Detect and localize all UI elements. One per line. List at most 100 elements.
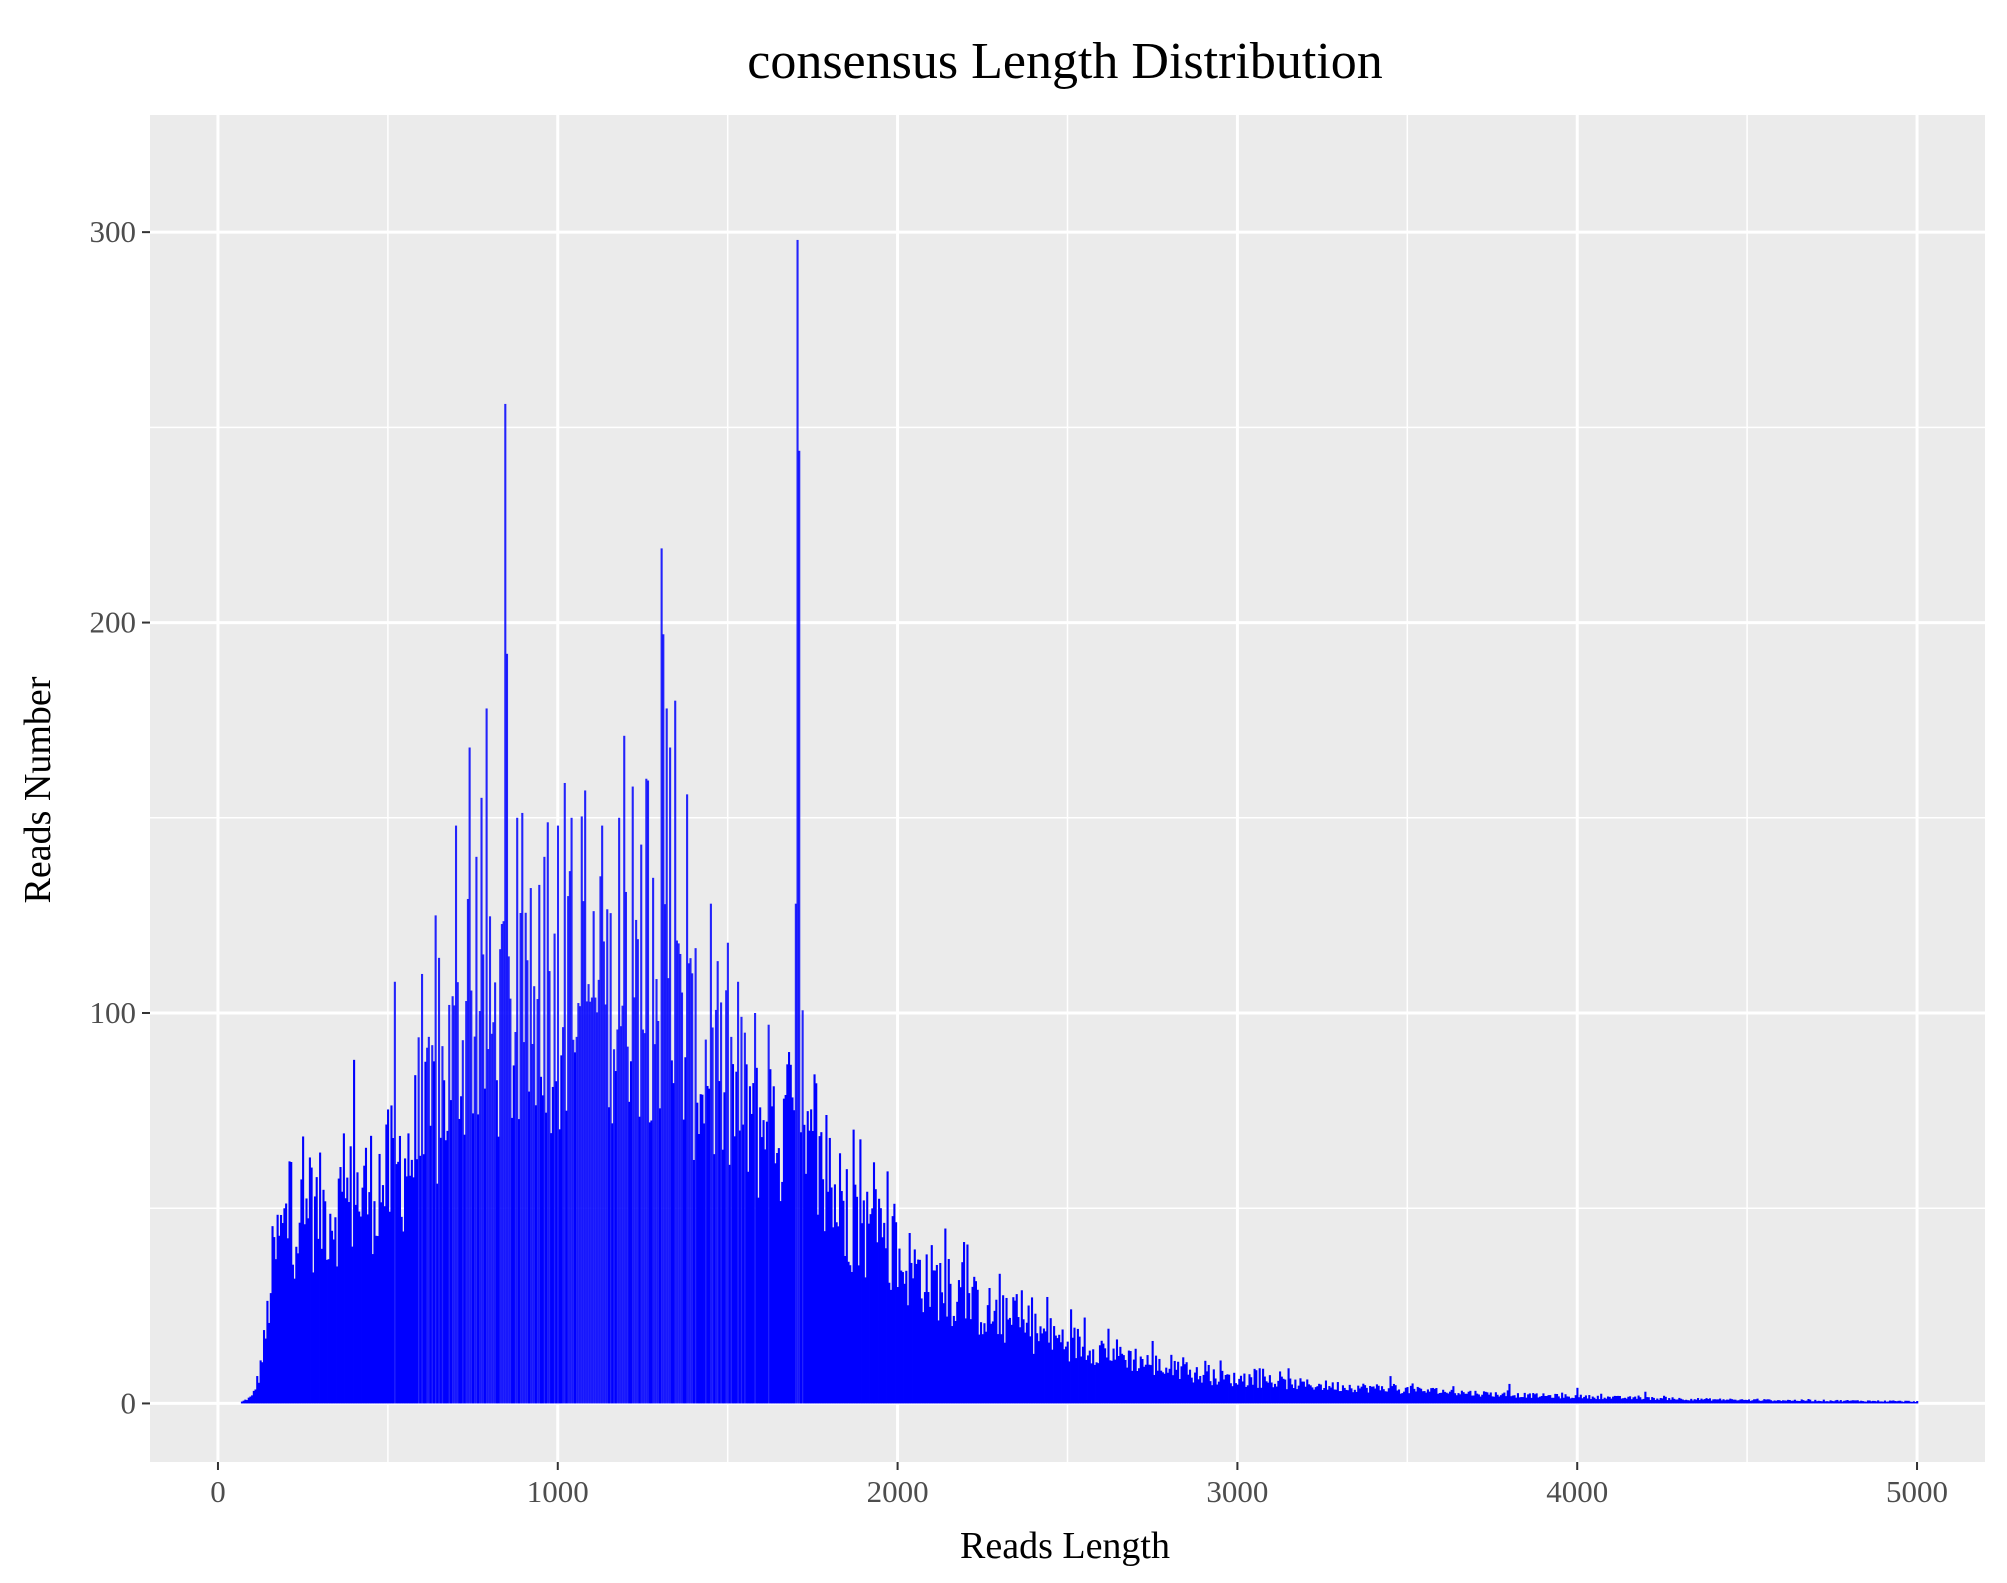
- histogram-bar: [337, 1178, 340, 1404]
- histogram-bar: [449, 1100, 452, 1404]
- histogram-bar: [573, 1052, 577, 1404]
- histogram-bar: [674, 700, 677, 1404]
- histogram-bar: [816, 1214, 819, 1404]
- histogram-bar: [388, 1211, 391, 1404]
- histogram-bar: [254, 1389, 257, 1404]
- histogram-bar: [1632, 1397, 1635, 1404]
- histogram-bar: [978, 1334, 981, 1404]
- histogram-bar: [1425, 1392, 1428, 1404]
- histogram-bar: [731, 1064, 735, 1404]
- histogram-bar: [1250, 1377, 1253, 1404]
- histogram-bar: [697, 1134, 701, 1404]
- histogram-bar: [575, 1036, 578, 1404]
- histogram-bar: [804, 1173, 808, 1404]
- histogram-bar: [558, 1129, 561, 1404]
- histogram-bar: [1753, 1399, 1756, 1404]
- histogram-bar: [910, 1262, 913, 1404]
- histogram-bar: [1222, 1379, 1226, 1404]
- histogram-bar: [1739, 1399, 1742, 1404]
- histogram-bar: [1275, 1386, 1278, 1404]
- histogram-bar: [1263, 1376, 1266, 1404]
- histogram-bar: [538, 884, 541, 1404]
- histogram-bar: [1399, 1393, 1402, 1404]
- histogram-bar: [1572, 1398, 1576, 1404]
- histogram-bar: [849, 1265, 852, 1404]
- histogram-bar: [456, 982, 459, 1404]
- histogram-bar: [1365, 1387, 1368, 1404]
- histogram-bar: [286, 1238, 289, 1404]
- histogram-bar: [1797, 1400, 1800, 1404]
- histogram-bar: [1795, 1400, 1798, 1404]
- histogram-bar: [492, 1022, 495, 1404]
- histogram-bar: [691, 973, 694, 1404]
- histogram-bar: [631, 786, 634, 1404]
- histogram-bar: [1146, 1355, 1149, 1404]
- histogram-bar: [1277, 1380, 1280, 1404]
- histogram-bar: [855, 1196, 859, 1404]
- histogram-bar: [789, 1064, 792, 1404]
- histogram-bar: [1567, 1396, 1570, 1404]
- histogram-bar: [1719, 1398, 1722, 1404]
- histogram-bar: [925, 1254, 928, 1404]
- histogram-bar: [1838, 1401, 1841, 1404]
- histogram-bar: [259, 1360, 262, 1404]
- histogram-bar: [1771, 1401, 1774, 1404]
- histogram-bar: [361, 1187, 364, 1404]
- histogram-bar: [271, 1226, 274, 1404]
- histogram-bar: [1357, 1385, 1360, 1404]
- histogram-bar: [1138, 1368, 1141, 1404]
- histogram-bar: [1255, 1370, 1258, 1404]
- histogram-bar: [1685, 1399, 1688, 1404]
- histogram-bar: [1418, 1387, 1421, 1404]
- histogram-bar: [590, 997, 594, 1404]
- histogram-bar: [1260, 1387, 1263, 1404]
- histogram-bar: [1428, 1391, 1431, 1404]
- histogram-bar: [1890, 1400, 1893, 1404]
- histogram-bar: [371, 1254, 374, 1404]
- histogram-bar: [652, 877, 655, 1404]
- histogram-bar: [1804, 1400, 1807, 1404]
- histogram-bar: [1868, 1400, 1871, 1404]
- histogram-bar: [1647, 1397, 1650, 1404]
- histogram-bar: [679, 953, 682, 1404]
- y-tick-label: 0: [121, 1385, 137, 1420]
- histogram-bar: [1630, 1399, 1633, 1404]
- histogram-bar: [1420, 1388, 1423, 1404]
- histogram-bar: [1695, 1399, 1698, 1404]
- histogram-bar: [1503, 1392, 1506, 1404]
- histogram-bar: [341, 1191, 344, 1404]
- histogram-bar: [373, 1201, 376, 1404]
- histogram-bar: [482, 954, 485, 1404]
- histogram-bar: [1501, 1393, 1504, 1404]
- histogram-bar: [1161, 1372, 1164, 1404]
- histogram-bar: [1505, 1396, 1508, 1404]
- histogram-bar: [1895, 1401, 1898, 1404]
- histogram-bar: [1109, 1360, 1112, 1404]
- histogram-bar: [1552, 1397, 1555, 1404]
- histogram-bar: [281, 1223, 284, 1404]
- histogram-bar: [1489, 1392, 1492, 1404]
- histogram-bar: [747, 1171, 750, 1404]
- histogram-bar: [769, 1069, 772, 1404]
- histogram-bar: [342, 1133, 345, 1404]
- histogram-bar: [1151, 1340, 1154, 1404]
- histogram-bar: [623, 735, 626, 1404]
- histogram-bar: [1132, 1359, 1136, 1404]
- histogram-bar: [1063, 1349, 1066, 1404]
- histogram-bar: [857, 1265, 860, 1404]
- histogram-bar: [541, 1095, 544, 1404]
- histogram-bar: [534, 1105, 537, 1404]
- histogram-bar: [1352, 1392, 1355, 1404]
- histogram-bar: [385, 1124, 388, 1404]
- histogram-bar: [1335, 1389, 1338, 1404]
- histogram-bar: [889, 1289, 893, 1404]
- histogram-bar: [940, 1292, 944, 1404]
- histogram-bar: [1114, 1359, 1117, 1404]
- histogram-bar: [1139, 1356, 1142, 1404]
- histogram-bar: [990, 1323, 993, 1404]
- histogram-bar: [1447, 1393, 1450, 1404]
- histogram-bar: [947, 1258, 950, 1404]
- histogram-bar: [1734, 1399, 1737, 1404]
- histogram-bar: [351, 1246, 354, 1404]
- histogram-bar: [1197, 1379, 1200, 1404]
